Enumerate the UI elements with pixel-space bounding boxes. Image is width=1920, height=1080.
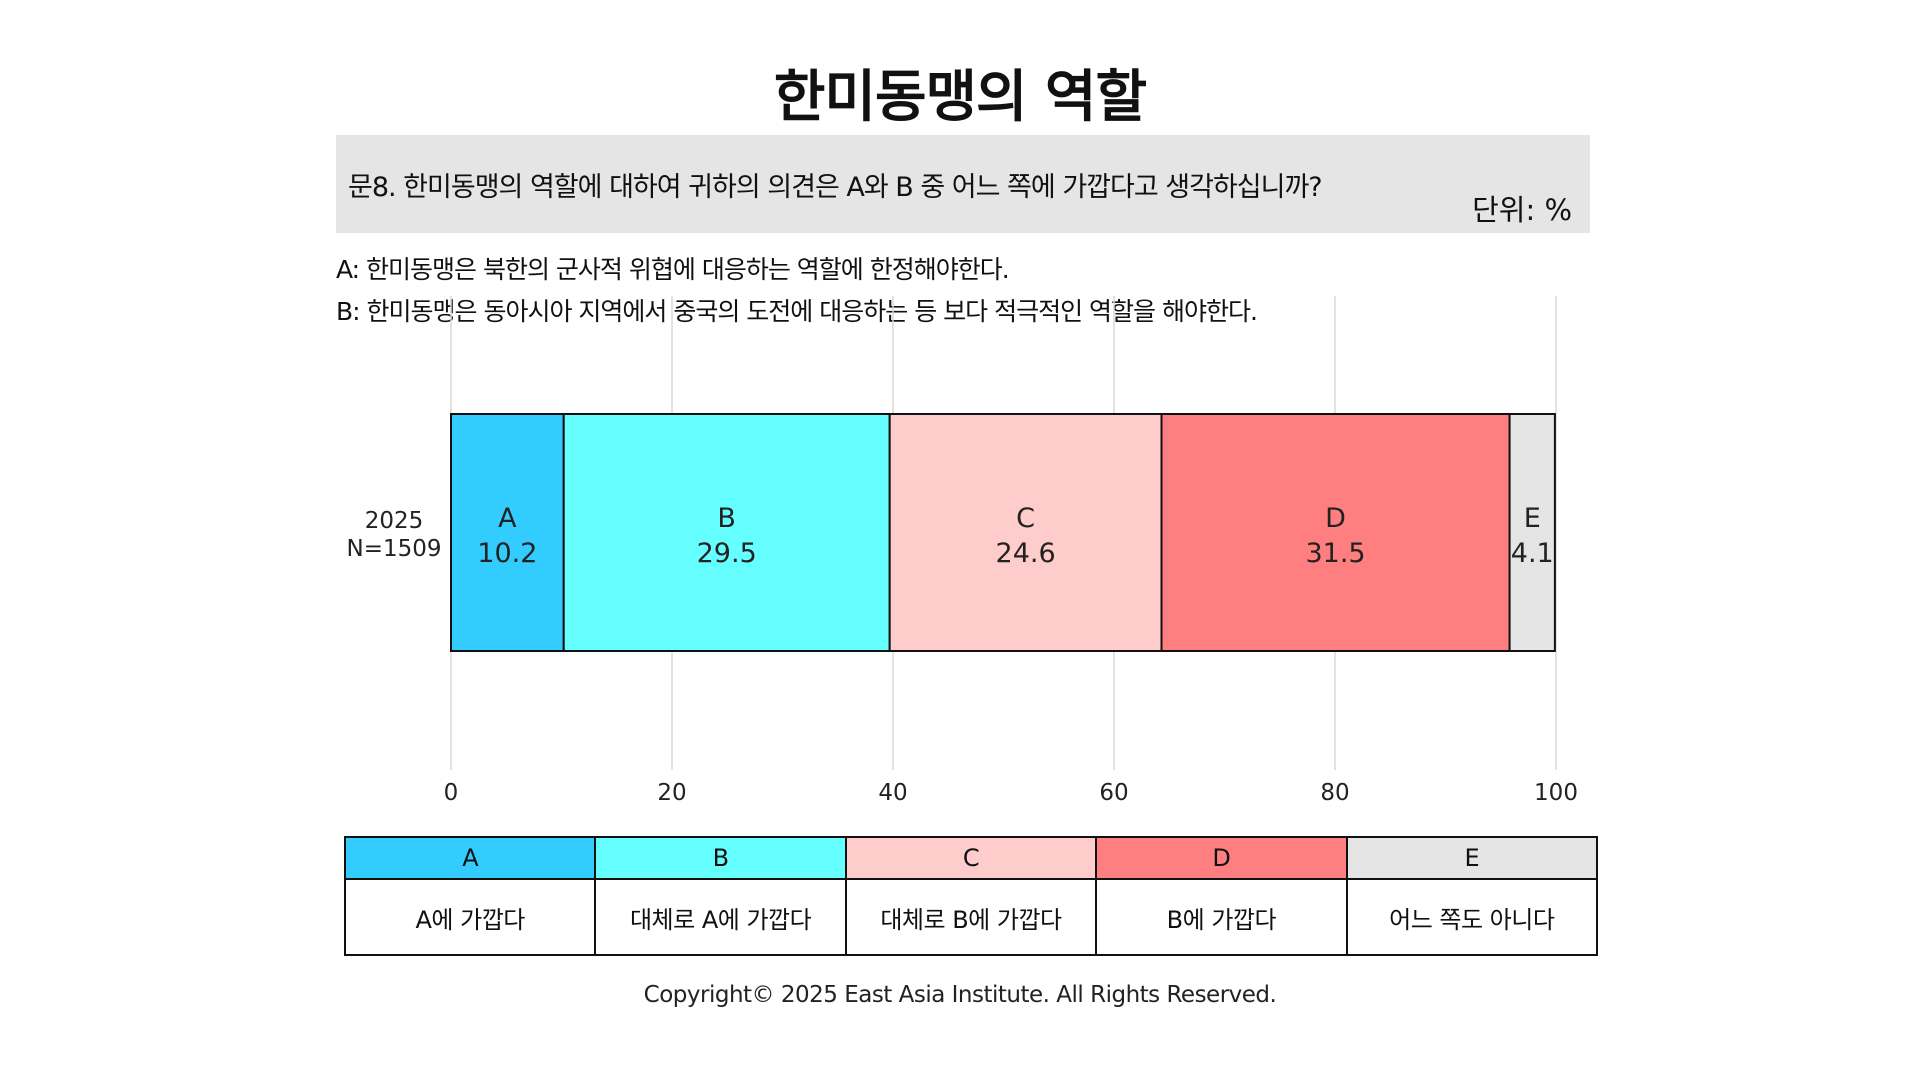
- bar-segment-b: [562, 413, 891, 652]
- bar-segments: [450, 413, 1556, 652]
- row-label-n: N=1509: [346, 536, 441, 562]
- row-label: 2025 N=1509: [346, 508, 441, 562]
- data-labels: A 10.2 B 29.5 C 24.6 D 31.5 E 4.1: [477, 503, 1553, 569]
- chart-title: 한미동맹의 역할: [773, 65, 1147, 130]
- legend-key-a: A: [343, 836, 597, 880]
- legend-key-row: A B C D E: [343, 836, 1599, 880]
- question-text: 문8. 한미동맹의 역할에 대하여 귀하의 의견은 A와 B 중 어느 쪽에 가…: [348, 172, 1323, 203]
- definition-a: A: 한미동맹은 북한의 군사적 위협에 대응하는 역할에 한정해야한다.: [336, 255, 1010, 284]
- x-tick-label-0: 0: [444, 780, 459, 806]
- question-box: 문8. 한미동맹의 역할에 대하여 귀하의 의견은 A와 B 중 어느 쪽에 가…: [336, 135, 1590, 233]
- x-tick-label-100: 100: [1534, 780, 1578, 806]
- x-tick-label-80: 80: [1320, 780, 1349, 806]
- legend-label-d: B에 가깝다: [1095, 878, 1348, 956]
- bar-segment-a: [450, 413, 565, 652]
- unit-label: 단위: %: [1472, 193, 1572, 227]
- definition-b: B: 한미동맹은 동아시아 지역에서 중국의 도전에 대응하는 등 보다 적극적…: [336, 297, 1258, 326]
- segment-value-a: 10.2: [477, 538, 537, 569]
- segment-value-e: 4.1: [1511, 538, 1554, 569]
- legend-label-a: A에 가깝다: [343, 878, 597, 956]
- segment-value-c: 24.6: [996, 538, 1056, 569]
- bar-segment-d: [1160, 413, 1511, 652]
- legend-key-c: C: [844, 836, 1098, 880]
- legend-table: A B C D E A에 가깝다 대체로 A에 가깝다 대체로 B에 가깝다 B…: [343, 836, 1599, 956]
- row-label-year: 2025: [365, 508, 424, 534]
- segment-name-c: C: [1016, 503, 1035, 534]
- segment-name-d: D: [1325, 503, 1346, 534]
- segment-name-b: B: [717, 503, 736, 534]
- legend-key-e: E: [1345, 836, 1599, 880]
- segment-name-e: E: [1524, 503, 1541, 534]
- legend-label-row: A에 가깝다 대체로 A에 가깝다 대체로 B에 가깝다 B에 가깝다 어느 쪽…: [343, 878, 1599, 956]
- x-tick-label-20: 20: [657, 780, 686, 806]
- x-axis: 0 20 40 60 80 100: [444, 780, 1578, 806]
- x-tick-label-60: 60: [1099, 780, 1128, 806]
- bar-segment-c: [888, 413, 1163, 652]
- bar-segment-e: [1508, 413, 1556, 652]
- legend-key-d: D: [1095, 836, 1348, 880]
- x-tick-label-40: 40: [878, 780, 907, 806]
- legend-label-b: 대체로 A에 가깝다: [594, 878, 847, 956]
- segment-value-d: 31.5: [1305, 538, 1365, 569]
- segment-value-b: 29.5: [697, 538, 757, 569]
- legend-label-c: 대체로 B에 가깝다: [844, 878, 1098, 956]
- copyright-footer: Copyright© 2025 East Asia Institute. All…: [643, 982, 1277, 1008]
- legend-label-e: 어느 쪽도 아니다: [1345, 878, 1599, 956]
- segment-name-a: A: [498, 503, 517, 534]
- legend-key-b: B: [594, 836, 847, 880]
